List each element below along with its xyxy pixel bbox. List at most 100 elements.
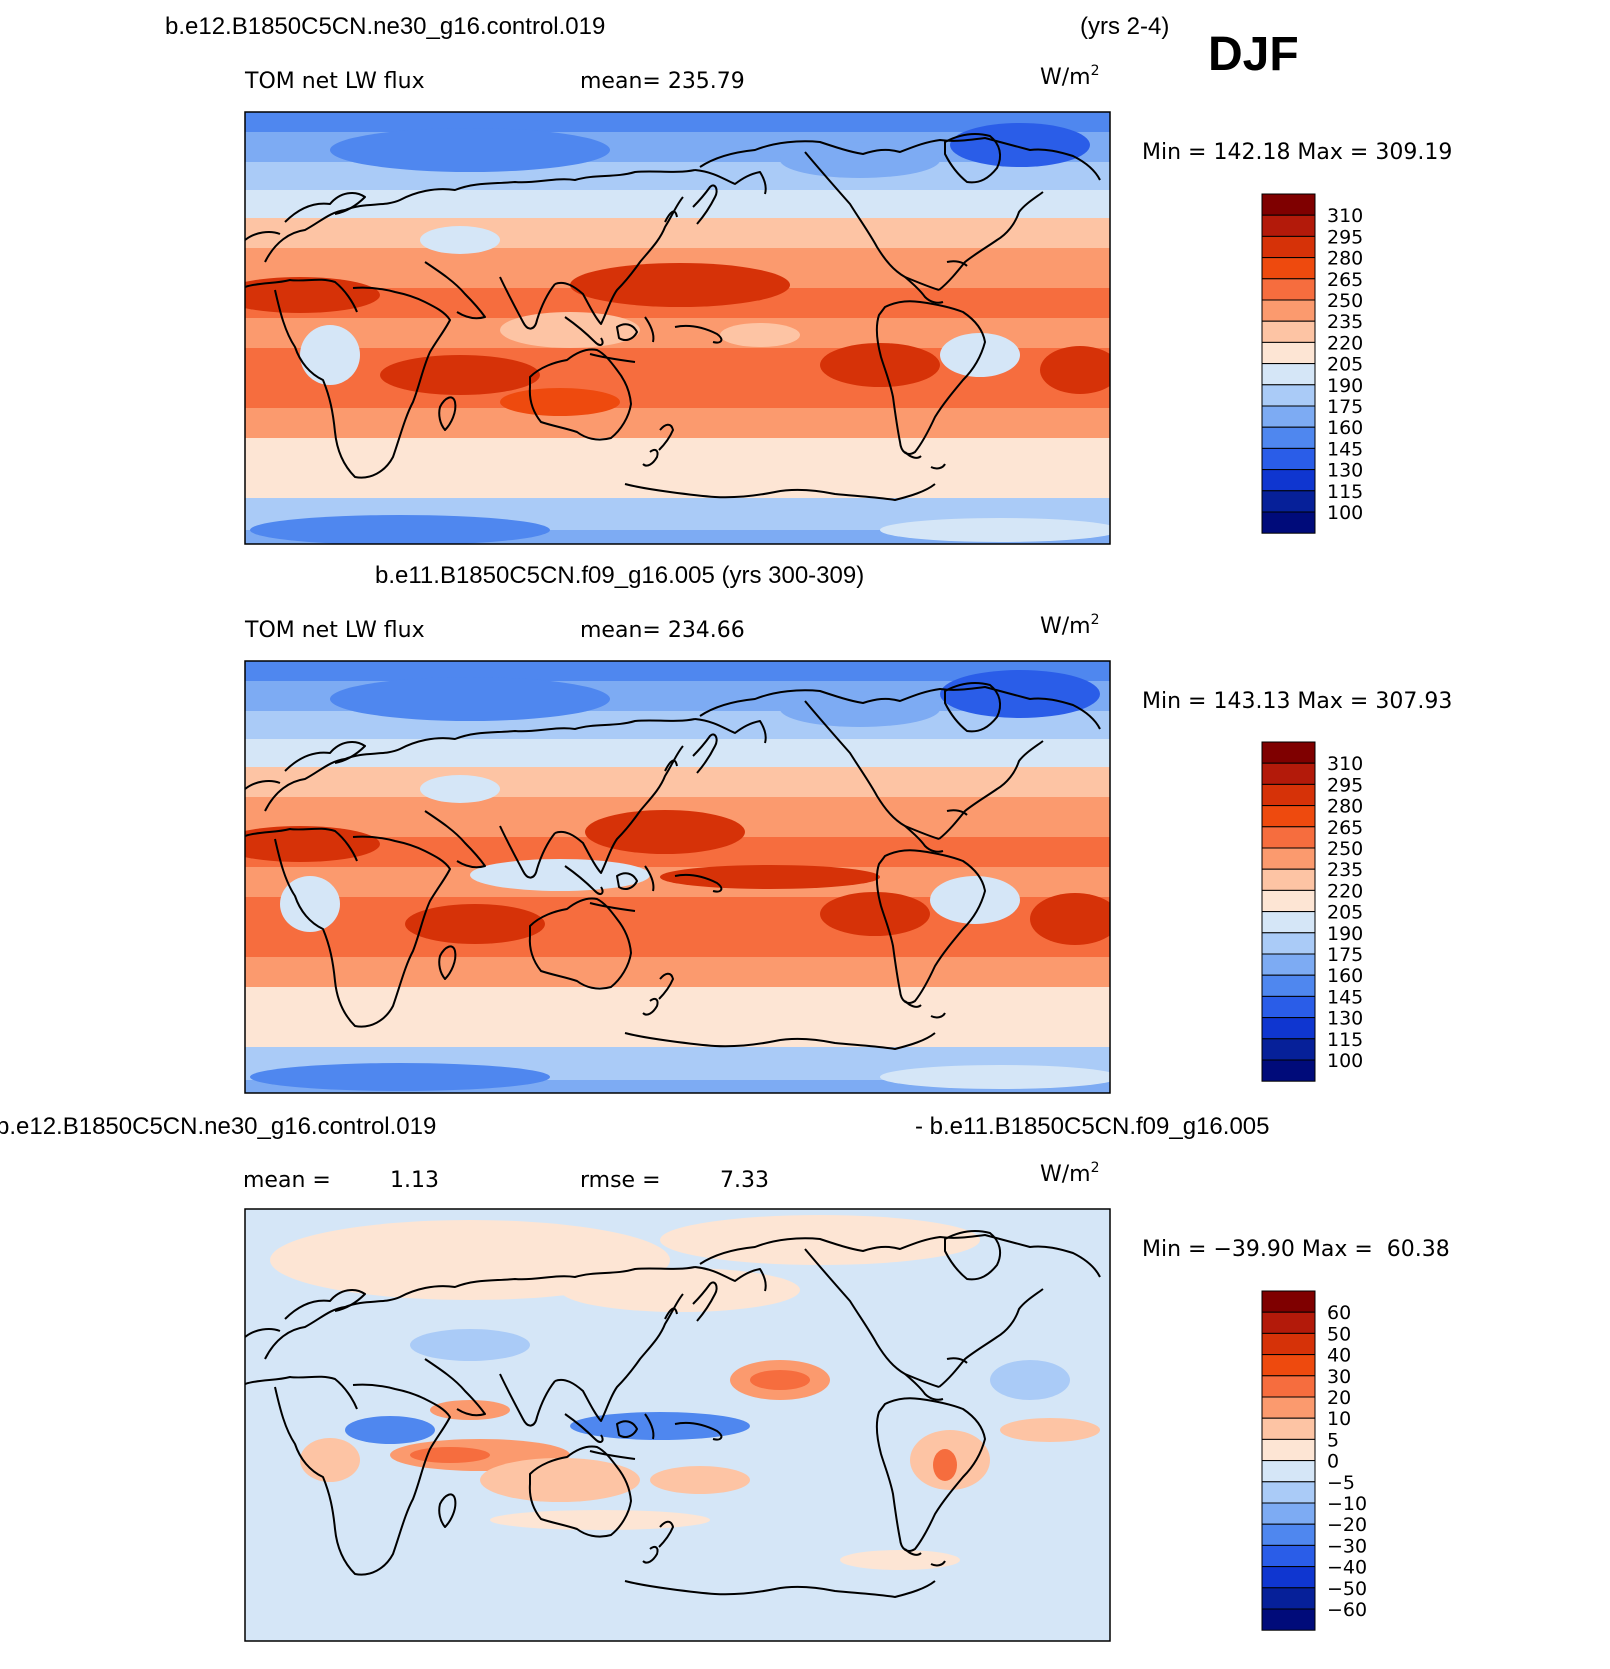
colorbar-swatch: [1261, 1417, 1316, 1440]
colorbar-tick-label: −50: [1327, 1578, 1367, 1600]
stats-label: Min = −39.90 Max = 60.38: [1142, 1237, 1450, 1262]
colorbar-swatch: [1261, 826, 1316, 849]
colorbar-tick-label: 205: [1327, 902, 1363, 924]
colorbar-swatch: [1261, 1587, 1316, 1610]
map-frame-bottom: [244, 1208, 1111, 1642]
colorbar-swatch: [1261, 490, 1316, 513]
colorbar-tick-label: 190: [1327, 375, 1363, 397]
colorbar-swatch: [1261, 1017, 1316, 1040]
colorbar-swatch: [1261, 235, 1316, 259]
colorbar-swatch: [1261, 1396, 1316, 1419]
left-label: TOM net LW flux: [244, 618, 425, 643]
panel-top: b.e12.B1850C5CN.ne30_g16.control.019 (yr…: [165, 13, 1452, 545]
colorbar-tick-label: 30: [1327, 1366, 1351, 1388]
colorbar-swatch: [1261, 953, 1316, 976]
colorbar-swatch: [1261, 363, 1316, 386]
colorbar-tick-label: 250: [1327, 290, 1363, 312]
colorbar-tick-label: 220: [1327, 332, 1363, 354]
colorbar-swatch: [1261, 1332, 1316, 1356]
colorbar-tick-label: −20: [1327, 1514, 1367, 1536]
stats-label: Min = 143.13 Max = 307.93: [1142, 689, 1452, 714]
colorbar-swatch: [1261, 1438, 1316, 1462]
season-label: DJF: [1208, 28, 1299, 81]
case-title: b.e12.B1850C5CN.ne30_g16.control.019: [165, 13, 605, 40]
colorbar-tick-label: −30: [1327, 1535, 1367, 1557]
colorbar-swatch: [1261, 911, 1316, 934]
colorbar-swatch: [1261, 1544, 1316, 1568]
colorbar-swatch: [1261, 805, 1316, 828]
colorbar-swatch: [1261, 868, 1316, 891]
colorbar-tick-label: −10: [1327, 1493, 1367, 1515]
colorbar-tick-label: 295: [1327, 774, 1363, 796]
colorbar-tick-label: 310: [1327, 205, 1363, 227]
colorbar-swatch: [1261, 405, 1316, 428]
colorbar-swatch: [1261, 1608, 1316, 1631]
colorbar-tick-label: 175: [1327, 944, 1363, 966]
colorbar-swatch: [1261, 847, 1316, 870]
colorbar-tick-label: 115: [1327, 1029, 1363, 1051]
mean-value: 1.13: [390, 1168, 439, 1193]
colorbar-tick-label: 220: [1327, 880, 1363, 902]
colorbar-swatch: [1261, 511, 1316, 534]
units-label: W/m2: [1040, 612, 1100, 639]
panel-title: b.e11.B1850C5CN.f09_g16.005 (yrs 300-309…: [375, 562, 864, 589]
map-middle: [245, 661, 1110, 1093]
colorbar-swatch: [1261, 762, 1316, 785]
colorbar-tick-label: 145: [1327, 438, 1363, 460]
colorbar-tick-label: 145: [1327, 986, 1363, 1008]
colorbar-tick-label: 100: [1327, 502, 1363, 524]
colorbar-tick-label: 280: [1327, 248, 1363, 270]
mean-label: mean= 234.66: [580, 618, 745, 643]
colorbar-swatch: [1261, 889, 1316, 913]
map-bottom: [245, 1209, 1110, 1641]
colorbar-swatch: [1261, 783, 1316, 807]
units-label: W/m2: [1040, 63, 1100, 90]
colorbar-tick-label: −5: [1327, 1472, 1355, 1494]
colorbar-tick-label: 160: [1327, 417, 1363, 439]
colorbar-swatch: [1261, 1523, 1316, 1546]
colorbar-tick-label: 250: [1327, 838, 1363, 860]
colorbar-swatch: [1261, 447, 1316, 471]
colorbar-tick-label: 265: [1327, 817, 1363, 839]
colorbar-swatch: [1261, 1290, 1316, 1313]
colorbar-swatch: [1261, 320, 1316, 343]
colorbar-tick-label: 280: [1327, 796, 1363, 818]
colorbar-swatch: [1261, 995, 1316, 1019]
rmse-value: 7.33: [720, 1168, 769, 1193]
colorbar-swatch: [1261, 299, 1316, 322]
colorbar-tick-label: 205: [1327, 354, 1363, 376]
left-label: TOM net LW flux: [244, 69, 425, 94]
stats-label: Min = 142.18 Max = 309.19: [1142, 140, 1452, 165]
colorbar-tick-label: −40: [1327, 1557, 1367, 1579]
colorbar-swatch: [1261, 1566, 1316, 1589]
colorbar-swatch: [1261, 932, 1316, 955]
colorbar-tick-label: 190: [1327, 923, 1363, 945]
colorbar-swatch: [1261, 1354, 1316, 1377]
diff-title-right: - b.e11.B1850C5CN.f09_g16.005: [915, 1113, 1269, 1140]
units-label: W/m2: [1040, 1160, 1100, 1187]
map-frame-top: [244, 111, 1111, 545]
colorbar-swatch: [1261, 193, 1316, 216]
colorbar-tick-label: 235: [1327, 311, 1363, 333]
colorbar-swatch: [1261, 257, 1316, 280]
colorbar-tick-label: 10: [1327, 1408, 1351, 1430]
map-frame-middle: [244, 660, 1111, 1094]
colorbar-top: 3102952802652502352202051901751601451301…: [1261, 193, 1363, 534]
colorbar-swatch: [1261, 214, 1316, 237]
rmse-label: rmse =: [580, 1168, 661, 1193]
colorbar-tick-label: 20: [1327, 1387, 1351, 1409]
colorbar-tick-label: 60: [1327, 1302, 1351, 1324]
years-label: (yrs 2-4): [1080, 13, 1169, 40]
colorbar-swatch: [1261, 384, 1316, 407]
colorbar-tick-label: 5: [1327, 1429, 1339, 1451]
colorbar-swatch: [1261, 1502, 1316, 1525]
colorbar-tick-label: 235: [1327, 859, 1363, 881]
colorbar-tick-label: 265: [1327, 269, 1363, 291]
colorbar-swatch: [1261, 1038, 1316, 1061]
colorbar-tick-label: 310: [1327, 753, 1363, 775]
colorbar-swatch: [1261, 1059, 1316, 1082]
colorbar-tick-label: 40: [1327, 1345, 1351, 1367]
colorbar-swatch: [1261, 469, 1316, 492]
